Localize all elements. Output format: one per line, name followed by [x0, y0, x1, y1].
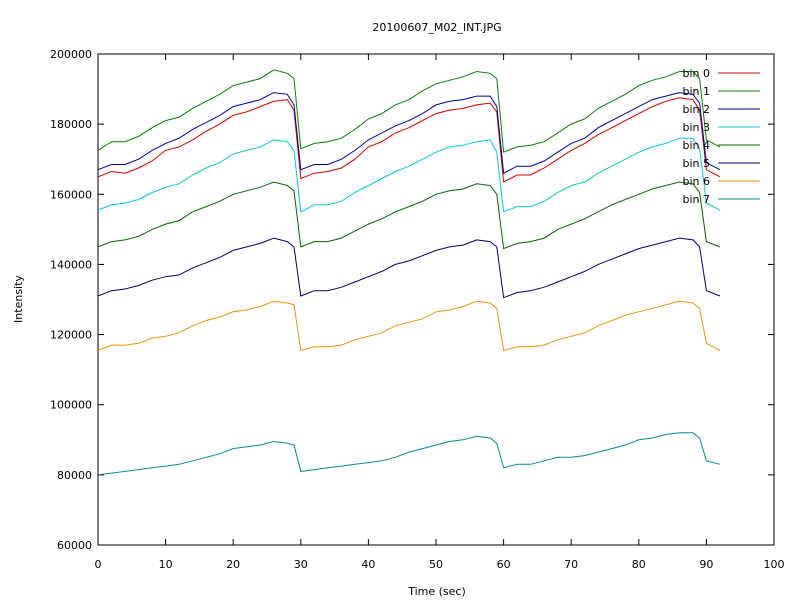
chart-title: 20100607_M02_INT.JPG: [372, 21, 501, 34]
legend-label: bin 5: [682, 157, 710, 170]
series-line-bin-2: [97, 92, 721, 174]
series-line-bin-0: [97, 97, 721, 183]
y-axis: 60000 80000 100000 120000 140000 160000 180000…: [50, 48, 774, 552]
x-tick-label: 10: [159, 558, 173, 571]
series-line-bin-3: [97, 137, 721, 213]
x-tick-label: 100: [764, 558, 785, 571]
x-tick-label: 50: [429, 558, 443, 571]
y-tick-label: 100000: [50, 399, 92, 412]
x-tick-label: 60: [497, 558, 511, 571]
legend-label: bin 4: [682, 139, 710, 152]
x-tick-label: 30: [294, 558, 308, 571]
series-line-bin-4: [97, 181, 721, 250]
x-tick-label: 70: [564, 558, 578, 571]
x-tick-label: 90: [699, 558, 713, 571]
legend-label: bin 6: [682, 175, 710, 188]
y-tick-label: 120000: [50, 329, 92, 342]
series-layer: [97, 69, 721, 476]
y-axis-label: Intensity: [12, 275, 25, 323]
series-line-bin-1: [97, 69, 721, 153]
legend-label: bin 1: [682, 85, 710, 98]
y-tick-label: 180000: [50, 118, 92, 131]
plot-frame: [97, 53, 775, 546]
y-tick-label: 160000: [50, 188, 92, 201]
legend-label: bin 7: [682, 193, 710, 206]
legend-label: bin 3: [682, 121, 710, 134]
legend-label: bin 0: [682, 67, 710, 80]
y-tick-label: 60000: [57, 539, 92, 552]
x-tick-label: 20: [226, 558, 240, 571]
x-tick-label: 80: [632, 558, 646, 571]
x-tick-label: 40: [361, 558, 375, 571]
x-tick-label: 0: [95, 558, 102, 571]
y-tick-label: 200000: [50, 48, 92, 61]
y-tick-label: 80000: [57, 469, 92, 482]
series-line-bin-6: [97, 300, 721, 352]
x-axis: 0 10 20 30 40 50 60 70 80 90 100: [95, 54, 785, 571]
legend: bin 0 bin 1 bin 2 bin 3 bin 4 bin 5 bin 6 bin 7: [682, 67, 760, 206]
legend-label: bin 2: [682, 103, 710, 116]
y-tick-label: 140000: [50, 258, 92, 271]
series-line-bin-5: [97, 237, 721, 299]
x-axis-label: Time (sec): [407, 585, 466, 598]
series-line-bin-7: [97, 432, 721, 476]
